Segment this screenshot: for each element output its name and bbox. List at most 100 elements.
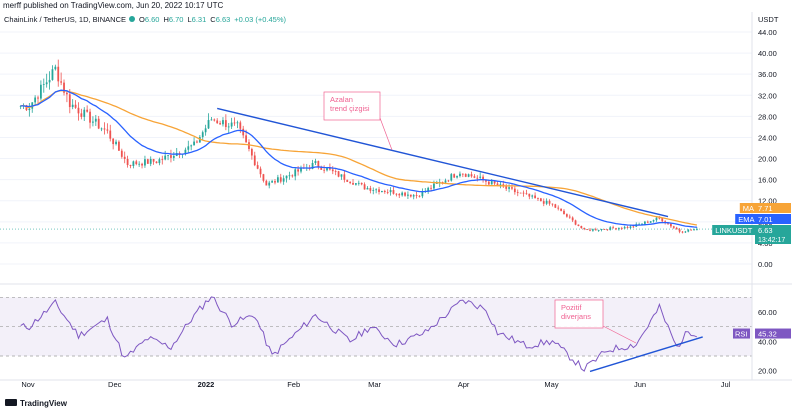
candle-body [586, 229, 589, 230]
tradingview-brand[interactable]: TradingView [5, 399, 67, 408]
candle-body [696, 229, 698, 230]
candle-body [54, 66, 57, 70]
candle-body [649, 221, 652, 223]
low-label: L [187, 15, 192, 24]
candle-body [135, 161, 138, 165]
candle-body [557, 207, 560, 209]
rsi-line [20, 296, 698, 372]
candle-body [409, 194, 412, 197]
candle-body [482, 176, 484, 180]
candle-body [233, 122, 236, 124]
candle-body [684, 231, 687, 233]
tradingview-logo-icon [5, 399, 17, 406]
price-tick-label: 16.00 [758, 176, 777, 185]
candle-body [389, 190, 392, 193]
candle-body [164, 155, 167, 160]
candle-body [539, 198, 542, 202]
divergence-callout-pointer [602, 325, 637, 344]
candle-body [687, 229, 690, 232]
candle-body [534, 195, 536, 199]
candle-body [68, 94, 71, 108]
candle-body [123, 156, 126, 159]
candle-body [450, 174, 453, 181]
trend-callout-line2: trend çizgisi [330, 104, 370, 113]
candle-body [589, 229, 591, 231]
candle-body [542, 201, 545, 204]
candle-body [291, 175, 294, 177]
candle-body [28, 108, 31, 111]
candle-body [545, 200, 548, 204]
candle-body [467, 174, 470, 177]
candle-body [615, 228, 617, 230]
candle-body [626, 227, 629, 228]
candle-body [398, 194, 401, 196]
candle-body [644, 221, 646, 224]
candle-body [346, 179, 349, 182]
candle-body [571, 217, 574, 221]
candle-body [294, 169, 297, 177]
candle-body [253, 155, 256, 166]
candle-body [681, 231, 684, 233]
divergence-line[interactable] [589, 336, 703, 373]
candle-body [224, 120, 227, 128]
rsi-band [0, 297, 752, 356]
candle-body [583, 228, 586, 230]
candle-body [560, 208, 562, 211]
candle-body [349, 181, 352, 184]
candle-body [395, 193, 398, 195]
price-unit-label: USDT [758, 15, 779, 24]
last-price-label-countdown: 13:42:17 [758, 237, 785, 244]
downtrend-line[interactable] [217, 107, 669, 218]
candle-body [19, 105, 22, 107]
candle-body [375, 189, 378, 191]
price-tick-label: 36.00 [758, 70, 777, 79]
candle-body [144, 159, 146, 166]
time-axis: Nov Dec 2022 Feb Mar Apr May Jun Jul [0, 12, 792, 389]
candle-body [60, 81, 63, 83]
close-label: C [210, 15, 216, 24]
chart-legend: ChainLink / TetherUS, 1D, BINANCE O6.60 H6… [4, 15, 290, 24]
candle-body [591, 229, 594, 231]
candle-body [132, 161, 135, 166]
candle-body [109, 130, 112, 139]
price-tick-label: 20.00 [758, 155, 777, 164]
candle-body [279, 177, 282, 182]
candle-body [170, 155, 172, 158]
ma-price-label-bg [755, 203, 791, 213]
candle-body [323, 169, 326, 171]
candle-body [172, 156, 175, 158]
candle-body [331, 169, 334, 172]
candle-body [641, 223, 643, 225]
candle-body [430, 187, 432, 189]
candle-body [675, 227, 678, 230]
candle-body [661, 217, 664, 222]
candle-body [155, 161, 158, 164]
candle-body [34, 97, 37, 103]
candle-body [404, 192, 406, 196]
candle-body [138, 163, 141, 165]
candle-body [86, 109, 89, 112]
candle-body [366, 188, 369, 190]
candle-body [245, 135, 247, 143]
candle-body [262, 174, 265, 181]
candle-body [271, 181, 273, 183]
price-tick-label: 0.00 [758, 260, 773, 269]
candle-body [37, 97, 39, 99]
rsi-tick-label: 40.00 [758, 337, 777, 346]
candle-body [493, 181, 496, 184]
high-value: 6.70 [168, 15, 184, 24]
candle-body [407, 194, 409, 196]
candle-body [600, 229, 603, 230]
candle-body [196, 141, 198, 143]
candle-body [412, 195, 415, 197]
symbol-label[interactable]: ChainLink / TetherUS, 1D, BINANCE [4, 15, 126, 24]
candle-body [470, 174, 473, 177]
candle-body [496, 183, 499, 186]
candle-body [329, 168, 331, 170]
candle-body [511, 187, 513, 189]
candle-body [106, 129, 109, 131]
candle-body [577, 224, 580, 227]
candle-body [678, 229, 681, 232]
